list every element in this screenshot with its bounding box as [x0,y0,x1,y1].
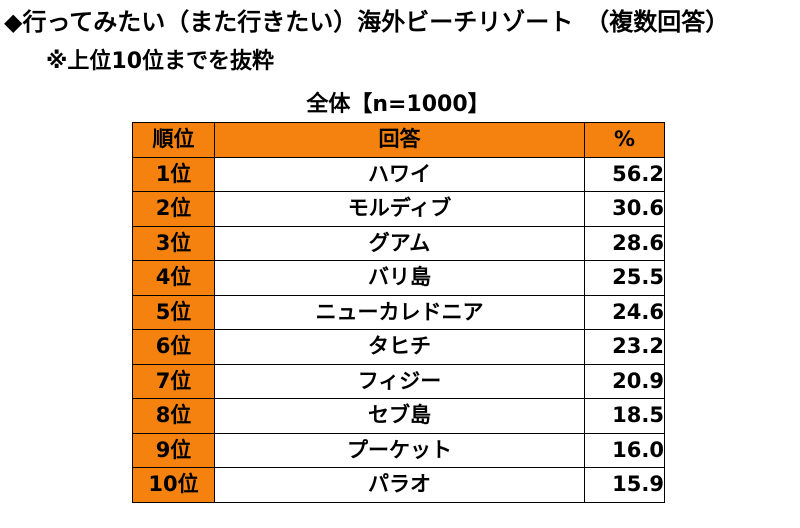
percent-cell: 56.2 [584,156,665,192]
rank-cell: 8位 [132,398,215,434]
table-row: 2位 モルディブ 30.6 [132,191,665,227]
table-row: 5位 ニューカレドニア 24.6 [132,294,665,330]
answer-cell: モルディブ [214,191,585,227]
percent-cell: 15.9 [584,467,665,503]
rank-cell: 3位 [132,225,215,261]
table-row: 7位 フィジー 20.9 [132,363,665,399]
rank-cell: 10位 [132,467,215,503]
percent-cell: 24.6 [584,294,665,330]
answer-cell: バリ島 [214,260,585,296]
percent-cell: 16.0 [584,432,665,468]
rank-cell: 1位 [132,156,215,192]
rank-cell: 9位 [132,432,215,468]
table-caption: 全体【n=1000】 [306,92,490,117]
answer-cell: プーケット [214,432,585,468]
header-percent: % [584,122,665,158]
table-body: 1位 ハワイ 56.2 2位 モルディブ 30.6 3位 グアム 28.6 4位 バリ島 25.5 5位… [132,156,665,503]
table-row: 9位 プーケット 16.0 [132,432,665,468]
table-row: 1位 ハワイ 56.2 [132,156,665,192]
rank-cell: 4位 [132,260,215,296]
table-row: 10位 パラオ 15.9 [132,467,665,503]
answer-cell: セブ島 [214,398,585,434]
rank-cell: 7位 [132,363,215,399]
page-subtitle: ※上位10位までを抜粋 [46,49,275,74]
table-header: 順位 回答 % [132,122,665,158]
header-answer: 回答 [214,122,585,158]
rank-cell: 2位 [132,191,215,227]
answer-cell: ハワイ [214,156,585,192]
answer-cell: フィジー [214,363,585,399]
answer-cell: タヒチ [214,329,585,365]
rank-cell: 6位 [132,329,215,365]
percent-cell: 23.2 [584,329,665,365]
percent-cell: 25.5 [584,260,665,296]
header-rank: 順位 [132,122,215,158]
answer-cell: パラオ [214,467,585,503]
answer-cell: グアム [214,225,585,261]
rank-cell: 5位 [132,294,215,330]
percent-cell: 30.6 [584,191,665,227]
ranking-table: 順位 回答 % 1位 ハワイ 56.2 2位 モルディブ 30.6 3位 グアム 28.6 4位バ… [132,122,665,503]
table-row: 3位 グアム 28.6 [132,225,665,261]
percent-cell: 28.6 [584,225,665,261]
table-row: 4位 バリ島 25.5 [132,260,665,296]
percent-cell: 20.9 [584,363,665,399]
page-title: ◆行ってみたい（また行きたい）海外ビーチリゾート （複数回答） [4,8,730,36]
header-row: 順位 回答 % [132,122,665,158]
answer-cell: ニューカレドニア [214,294,585,330]
percent-cell: 18.5 [584,398,665,434]
table-row: 8位 セブ島 18.5 [132,398,665,434]
table-row: 6位 タヒチ 23.2 [132,329,665,365]
